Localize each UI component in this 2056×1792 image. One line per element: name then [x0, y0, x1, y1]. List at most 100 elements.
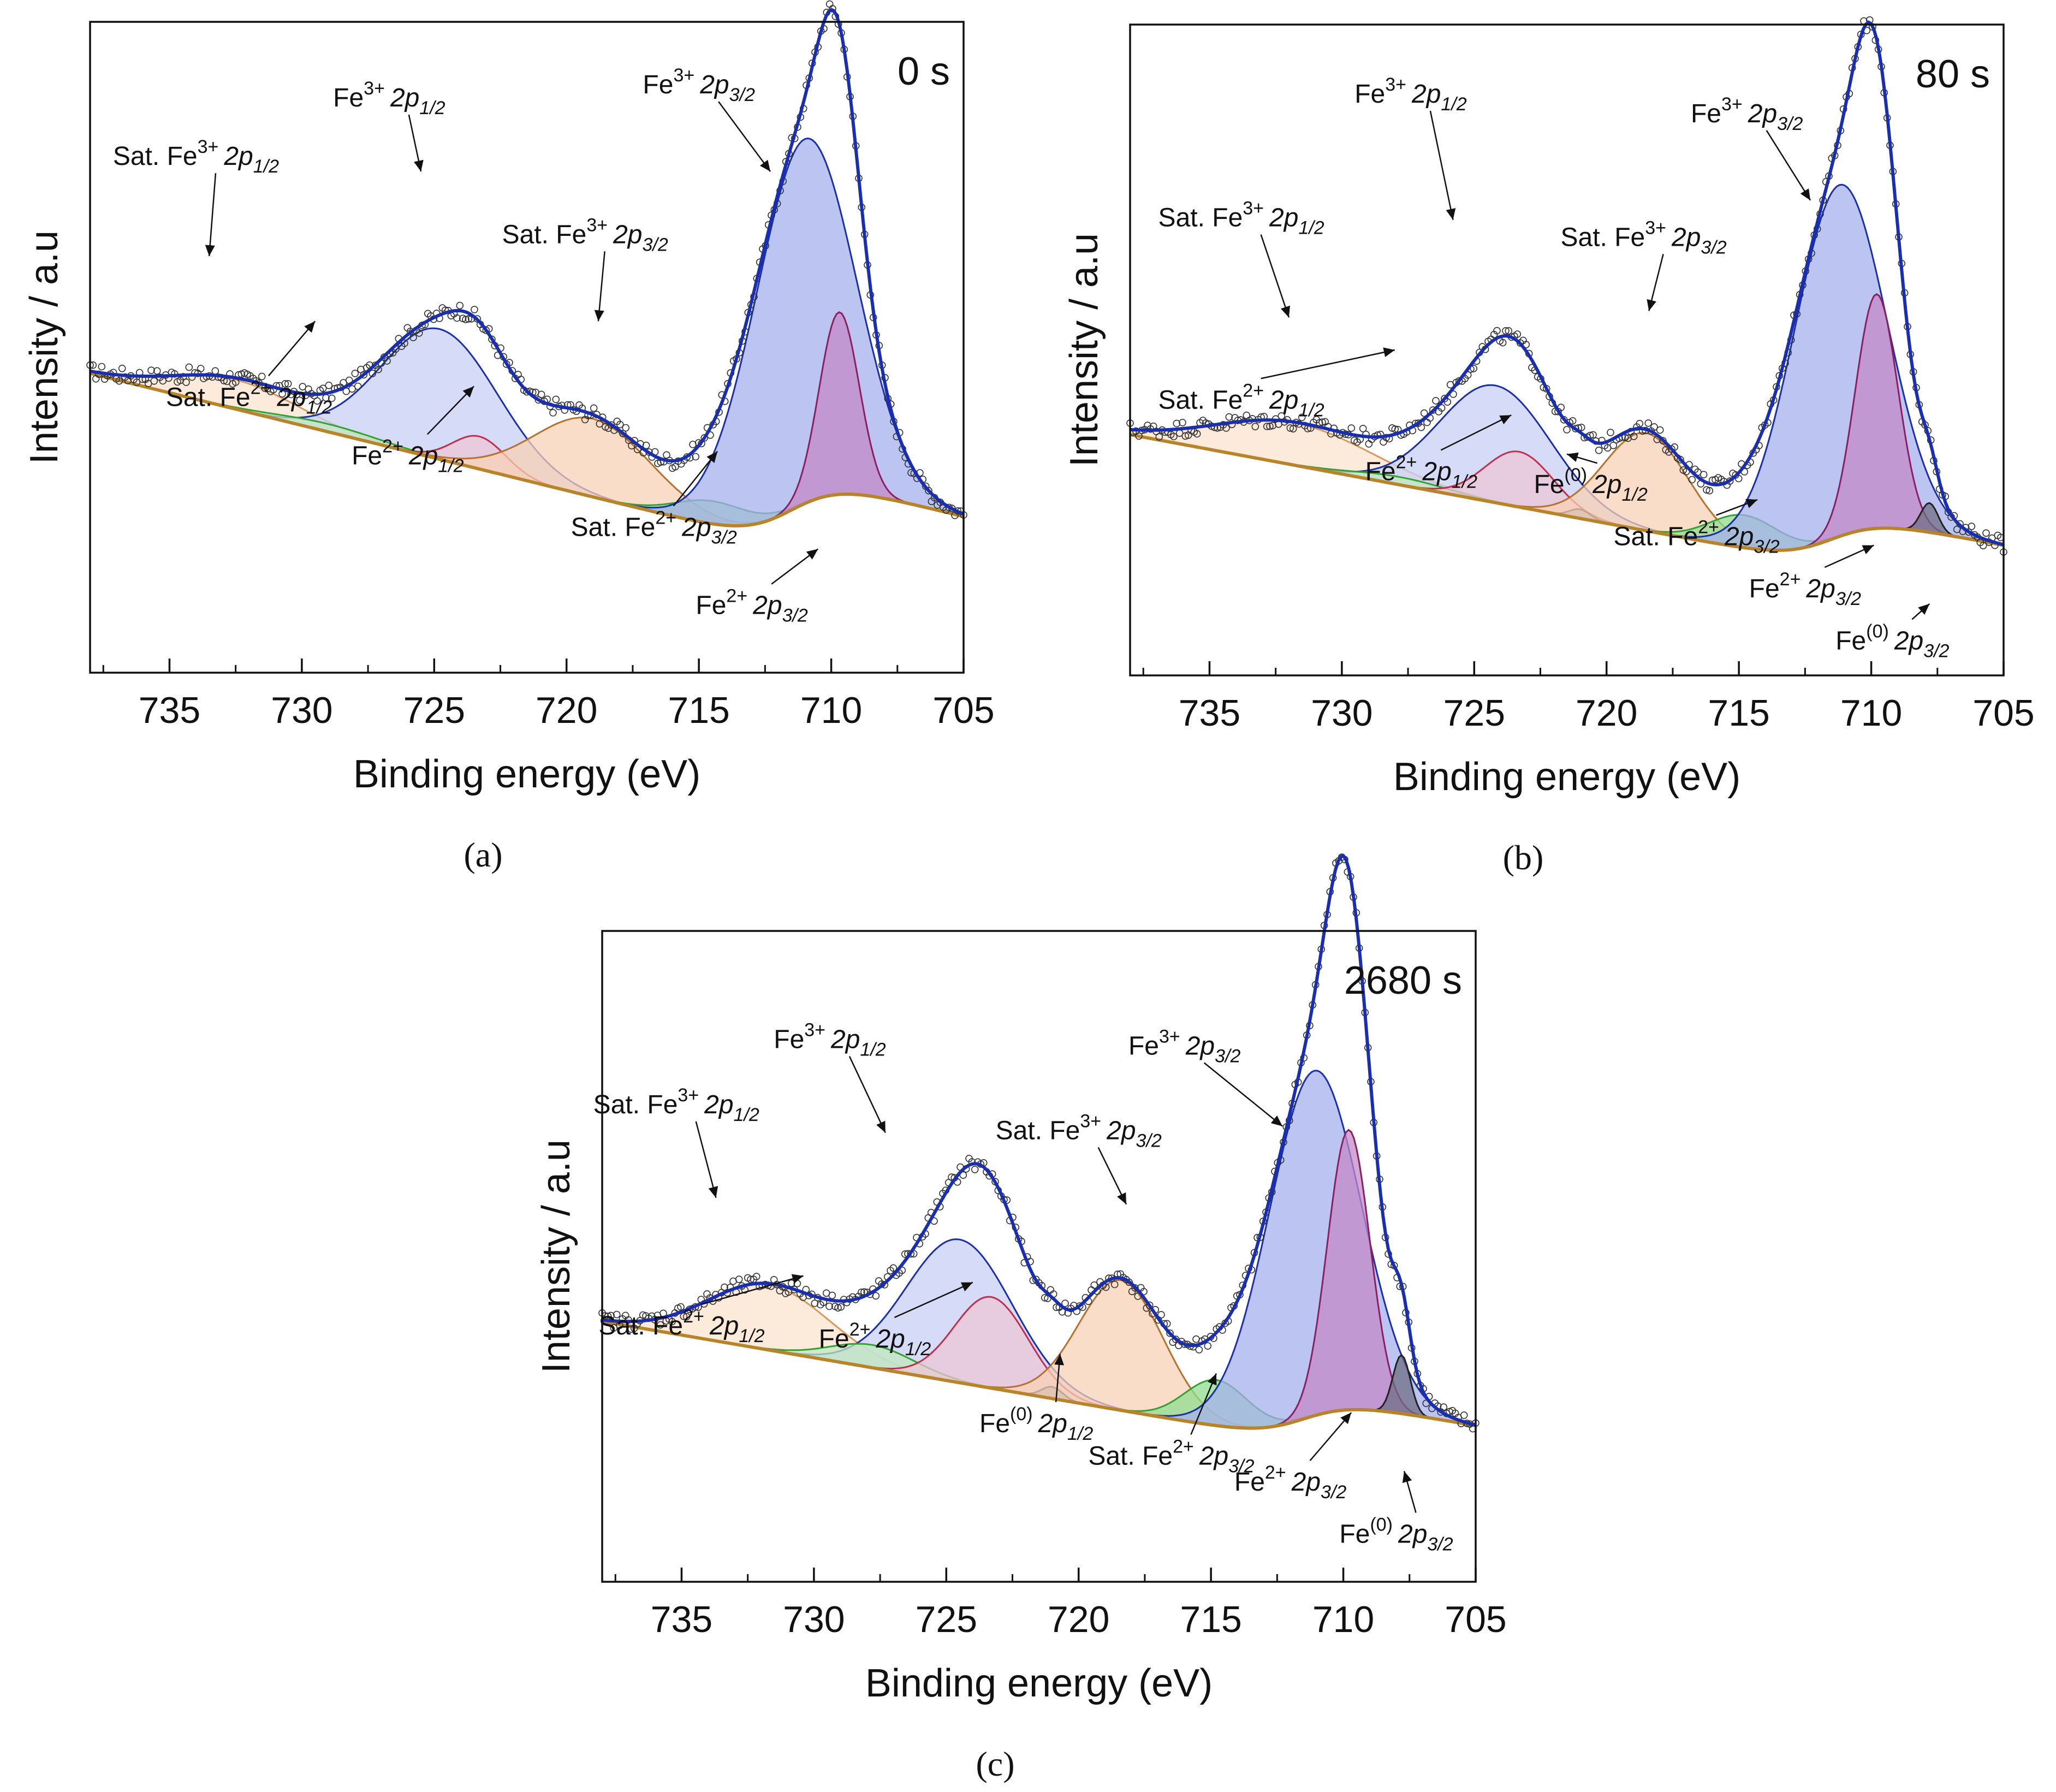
peak-annotation: Sat. Fe2+ 2p3/2 — [1613, 517, 1779, 557]
data-point — [147, 366, 155, 375]
annotation-charge: 3+ — [1385, 74, 1406, 95]
peak-annotation: Fe3+ 2p3/2 — [1691, 94, 1803, 134]
data-point — [1173, 419, 1181, 428]
data-point — [668, 1318, 676, 1326]
data-point — [258, 372, 266, 381]
peak-annotation: Sat. Fe3+ 2p3/2 — [502, 215, 668, 255]
data-point — [1644, 419, 1653, 427]
data-point — [971, 1166, 979, 1173]
annotation-level: 1/2 — [1067, 1423, 1093, 1444]
data-point — [1289, 425, 1297, 433]
data-point — [118, 364, 126, 372]
annotation-base: Sat. Fe — [1613, 523, 1698, 551]
peak-annotation: Fe2+ 2p1/2 — [352, 436, 464, 477]
data-point — [325, 381, 333, 389]
annotation-charge: 3+ — [673, 65, 694, 86]
annotation-charge: 2+ — [251, 377, 272, 398]
data-point — [1656, 426, 1664, 434]
peak-annotation: Sat. Fe3+ 2p3/2 — [1561, 217, 1727, 258]
component-fill-sat-fe3-2p3-2 — [1455, 432, 1837, 550]
annotation-charge: 2+ — [1265, 1462, 1286, 1483]
annotation-base: Fe — [1749, 574, 1780, 603]
data-point — [1577, 423, 1585, 431]
annotation-base: Sat. Fe — [1158, 204, 1243, 233]
annotation-base: Fe — [1534, 470, 1565, 499]
data-point — [1432, 397, 1440, 405]
component-fill-fe2-2p3-2 — [1253, 1130, 1444, 1428]
annotation-arrowhead — [706, 451, 718, 463]
data-point — [456, 301, 464, 310]
annotation-charge: 3+ — [1721, 94, 1743, 115]
annotation-level: 3/2 — [1835, 589, 1861, 609]
annotation-level: 3/2 — [1427, 1534, 1453, 1554]
x-axis-title: Binding energy (eV) — [1393, 755, 1740, 799]
peak-annotation: Sat. Fe3+ 2p1/2 — [113, 137, 279, 177]
data-point — [1650, 423, 1658, 431]
annotation-orbital: 2p — [613, 220, 642, 249]
annotation-arrow — [718, 101, 771, 172]
background-line — [1130, 433, 2004, 552]
x-tick-label: 730 — [783, 1599, 845, 1640]
data-point — [1053, 1303, 1060, 1312]
data-point — [700, 434, 709, 442]
annotation-level: 1/2 — [306, 397, 332, 418]
annotation-level: 3/2 — [1923, 640, 1949, 661]
annotation-charge: 2+ — [1698, 517, 1719, 538]
data-point — [1677, 455, 1684, 464]
annotation-charge: 3+ — [198, 137, 219, 157]
annotation-charge: 2+ — [655, 508, 676, 529]
annotation-base: Sat. Fe — [996, 1116, 1080, 1145]
data-point — [115, 377, 123, 385]
annotation-orbital: 2p — [752, 591, 782, 620]
annotation-orbital: 2p — [1724, 523, 1754, 551]
annotation-level: 3/2 — [1321, 1482, 1346, 1503]
annotation-level: 1/2 — [419, 98, 445, 118]
x-tick-label: 720 — [1048, 1599, 1109, 1640]
annotation-arrow — [597, 251, 605, 322]
data-point — [319, 384, 327, 393]
annotation-arrow — [1766, 130, 1811, 201]
data-point — [1157, 1311, 1165, 1319]
x-tick-label: 730 — [271, 690, 332, 731]
annotation-charge: 2+ — [683, 1306, 704, 1327]
data-point — [1365, 440, 1373, 448]
annotation-charge: (0) — [1565, 465, 1588, 485]
peak-annotation: Fe2+ 2p1/2 — [819, 1319, 931, 1360]
data-point — [462, 316, 470, 324]
panel-caption: (a) — [464, 835, 502, 874]
annotation-base: Sat. Fe — [1561, 223, 1645, 252]
data-point — [1440, 1403, 1448, 1411]
data-point — [596, 420, 604, 428]
data-point — [639, 1311, 647, 1319]
y-axis-title: Intensity / a.u — [22, 230, 66, 464]
x-tick-label: 710 — [1840, 692, 1902, 734]
data-point — [1502, 327, 1510, 335]
x-tick-label: 725 — [403, 690, 465, 731]
data-point — [549, 409, 557, 417]
annotation-charge: 2+ — [1173, 1436, 1194, 1457]
annotation-charge: 2+ — [726, 586, 747, 607]
annotation-level: 1/2 — [1621, 484, 1647, 505]
annotation-orbital: 2p — [704, 1090, 733, 1119]
data-point — [465, 315, 473, 323]
panel-caption: (b) — [1503, 838, 1544, 877]
annotation-orbital: 2p — [223, 142, 253, 171]
background-line — [90, 371, 964, 527]
annotation-base: Sat. Fe — [598, 1312, 683, 1340]
data-point — [328, 394, 336, 402]
annotation-arrowhead — [708, 1186, 718, 1198]
peak-annotation: Fe2+ 2p3/2 — [1234, 1462, 1347, 1503]
peak-annotation: Fe2+ 2p3/2 — [696, 586, 808, 626]
data-point — [1437, 404, 1446, 412]
component-fill-fe0-2p3-2 — [1364, 1355, 1439, 1420]
annotation-arrowhead — [1918, 603, 1930, 615]
x-tick-label: 725 — [916, 1599, 977, 1640]
data-point — [616, 420, 624, 429]
data-point — [1193, 430, 1201, 438]
peak-annotation: Fe3+ 2p1/2 — [774, 1020, 886, 1060]
data-point — [369, 370, 377, 377]
annotation-arrowhead — [1446, 208, 1456, 220]
data-point — [354, 382, 362, 390]
annotation-charge: 2+ — [382, 436, 403, 457]
data-point — [872, 1292, 880, 1300]
